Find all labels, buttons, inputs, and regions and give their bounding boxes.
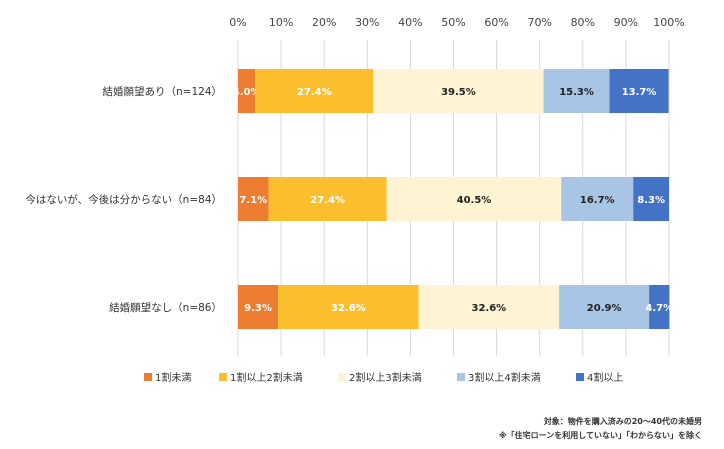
x-tick-label: 10% bbox=[269, 16, 293, 29]
bar-segment bbox=[559, 285, 650, 329]
x-tick-label: 60% bbox=[484, 16, 508, 29]
data-label: 27.4% bbox=[297, 87, 332, 98]
data-label: 7.1% bbox=[239, 195, 267, 206]
bar-segment bbox=[238, 69, 256, 113]
bar-segment bbox=[609, 69, 669, 113]
data-label: 13.7% bbox=[622, 87, 657, 98]
x-tick-label: 0% bbox=[229, 16, 246, 29]
x-tick-label: 40% bbox=[398, 16, 422, 29]
data-label: 4.7% bbox=[645, 303, 673, 314]
x-tick-label: 90% bbox=[614, 16, 638, 29]
bar-segment bbox=[561, 177, 634, 221]
data-label: 40.5% bbox=[457, 195, 492, 206]
bar-segment bbox=[268, 177, 387, 221]
legend-label: 1割未満 bbox=[155, 371, 191, 384]
bar-segment bbox=[373, 69, 544, 113]
category-label: 今はないが、今後は分からない（n=84） bbox=[25, 193, 222, 206]
bar-segment bbox=[278, 285, 419, 329]
exclusion-note: ※「住宅ローンを利用していない」「わからない」を除く bbox=[498, 431, 702, 440]
data-label: 9.3% bbox=[244, 303, 272, 314]
x-tick-label: 70% bbox=[527, 16, 551, 29]
x-tick-label: 20% bbox=[312, 16, 336, 29]
bar-segment bbox=[649, 285, 670, 329]
x-tick-label: 50% bbox=[441, 16, 465, 29]
data-label: 15.3% bbox=[559, 87, 594, 98]
x-tick-label: 80% bbox=[571, 16, 595, 29]
category-label: 結婚願望なし（n=86） bbox=[109, 301, 222, 314]
data-label: 27.4% bbox=[310, 195, 345, 206]
legend-swatch bbox=[144, 373, 152, 381]
bar-segment bbox=[633, 177, 669, 221]
bar-segment bbox=[255, 69, 374, 113]
legend-swatch bbox=[338, 373, 346, 381]
data-label: 16.7% bbox=[580, 195, 615, 206]
bar-segment bbox=[543, 69, 610, 113]
data-label: 39.5% bbox=[441, 87, 476, 98]
data-label: 32.6% bbox=[331, 303, 366, 314]
bar-segment bbox=[238, 285, 279, 329]
legend-label: 4割以上 bbox=[587, 371, 623, 384]
data-label: 20.9% bbox=[587, 303, 622, 314]
legend-swatch bbox=[576, 373, 584, 381]
legend-label: 1割以上2割未満 bbox=[230, 371, 303, 384]
bar-segment bbox=[418, 285, 560, 329]
x-tick-label: 30% bbox=[355, 16, 379, 29]
data-label: 32.6% bbox=[471, 303, 506, 314]
legend-swatch bbox=[457, 373, 465, 381]
target-note: 対象：物件を購入済みの20〜40代の未婚男 bbox=[543, 417, 702, 426]
data-label: 8.3% bbox=[637, 195, 665, 206]
legend-label: 3割以上4割未満 bbox=[468, 371, 541, 384]
legend-label: 2割以上3割未満 bbox=[349, 371, 422, 384]
bar-segment bbox=[238, 177, 269, 221]
bar-segment bbox=[386, 177, 562, 221]
data-label: 4.0% bbox=[233, 87, 261, 98]
category-label: 結婚願望あり（n=124） bbox=[103, 85, 223, 98]
x-tick-label: 100% bbox=[653, 16, 684, 29]
legend-swatch bbox=[219, 373, 227, 381]
